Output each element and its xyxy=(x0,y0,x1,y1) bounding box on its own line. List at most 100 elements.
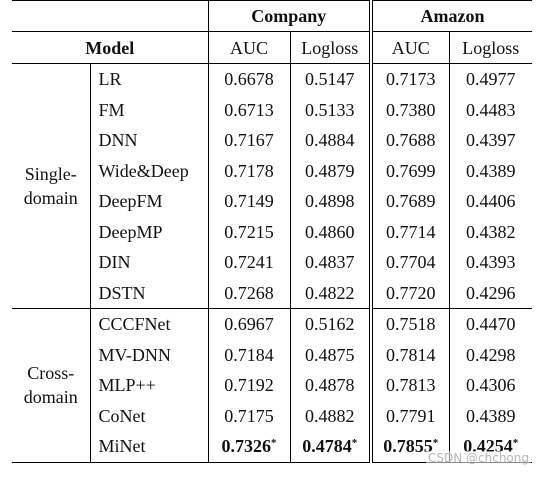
header-amazon-logloss: Logloss xyxy=(449,31,533,64)
best-value: 0.7326 xyxy=(221,436,272,457)
company-auc: 0.7192 xyxy=(208,370,291,401)
group-label-line: Cross- xyxy=(27,363,75,384)
significance-mark: * xyxy=(271,437,277,450)
amazon-auc: 0.7518 xyxy=(371,308,450,340)
group-label-cross-domain: Cross- domain xyxy=(12,308,91,463)
company-auc: 0.7184 xyxy=(208,339,291,370)
header-model: Model xyxy=(12,31,209,64)
company-auc: 0.6967 xyxy=(208,308,291,340)
amazon-logloss: 0.4483 xyxy=(466,99,516,120)
model-name: Wide&Deep xyxy=(90,155,209,186)
amazon-auc: 0.7704 xyxy=(371,247,450,278)
amazon-logloss: 0.4389 xyxy=(466,160,516,181)
amazon-auc: 0.7814 xyxy=(371,339,450,370)
group-label-line: Single- xyxy=(24,164,77,184)
company-auc-best: 0.7326* xyxy=(208,431,291,463)
significance-mark: * xyxy=(351,437,358,450)
amazon-auc: 0.7813 xyxy=(371,370,450,401)
table-row: Wide&Deep 0.7178 0.4879 0.7699 0.4389 xyxy=(12,155,532,186)
amazon-auc: 0.7791 xyxy=(371,400,450,431)
watermark: CSDN @chchong xyxy=(426,451,531,465)
model-name: LR xyxy=(90,63,209,95)
model-name: CoNet xyxy=(90,400,209,431)
amazon-logloss: 0.4397 xyxy=(466,130,516,151)
amazon-auc: 0.7689 xyxy=(371,186,450,217)
company-auc: 0.7241 xyxy=(208,247,291,278)
amazon-logloss: 0.4393 xyxy=(466,252,516,273)
company-logloss: 0.4884 xyxy=(290,125,374,156)
company-logloss: 0.4822 xyxy=(290,277,374,309)
significance-mark: * xyxy=(512,437,519,450)
company-auc: 0.7175 xyxy=(208,400,291,431)
amazon-auc: 0.7380 xyxy=(371,94,450,125)
model-name: DeepFM xyxy=(90,186,209,217)
company-auc: 0.7178 xyxy=(208,155,291,186)
group-label-line: domain xyxy=(23,387,78,408)
company-logloss: 0.4898 xyxy=(290,186,374,217)
model-name: DNN xyxy=(90,125,209,156)
company-auc: 0.7215 xyxy=(208,216,291,247)
amazon-logloss: 0.4977 xyxy=(449,63,533,95)
table-row: CoNet 0.7175 0.4882 0.7791 0.4389 xyxy=(12,400,532,431)
company-logloss: 0.5133 xyxy=(290,94,374,125)
table-row: DNN 0.7167 0.4884 0.7688 0.4397 xyxy=(12,125,532,156)
header-row-metrics: Model AUC Logloss AUC Logloss xyxy=(12,31,533,64)
model-name: DeepMP xyxy=(90,216,209,247)
company-logloss: 0.5162 xyxy=(290,308,374,340)
header-company: Company xyxy=(208,0,374,32)
amazon-auc: 0.7720 xyxy=(371,277,450,309)
amazon-logloss: 0.4306 xyxy=(466,375,516,396)
amazon-logloss: 0.4389 xyxy=(466,405,516,426)
amazon-auc: 0.7173 xyxy=(371,63,450,95)
company-logloss: 0.4878 xyxy=(290,370,374,401)
company-logloss: 0.4837 xyxy=(290,247,374,278)
amazon-auc: 0.7699 xyxy=(371,155,450,186)
amazon-logloss: 0.4298 xyxy=(466,344,516,365)
model-name: DIN xyxy=(90,247,209,278)
company-logloss: 0.4875 xyxy=(290,339,374,370)
model-name: MV-DNN xyxy=(90,339,209,370)
header-company-auc: AUC xyxy=(208,31,291,64)
model-name: CCCFNet xyxy=(90,308,209,340)
header-amazon-auc: AUC xyxy=(371,31,450,64)
company-logloss-best: 0.4784* xyxy=(290,431,374,463)
header-amazon: Amazon xyxy=(371,0,533,32)
header-blank xyxy=(12,0,209,32)
table-row: DeepFM 0.7149 0.4898 0.7689 0.4406 xyxy=(12,186,532,217)
group-label-single-domain: Single- domain xyxy=(12,63,91,309)
company-logloss: 0.4879 xyxy=(290,155,374,186)
amazon-logloss: 0.4382 xyxy=(466,221,516,242)
significance-mark: * xyxy=(432,437,439,450)
table-row: Single- domain LR 0.6678 0.5147 0.7173 0… xyxy=(12,63,533,309)
model-name: DSTN xyxy=(90,277,209,309)
table-row: MV-DNN 0.7184 0.4875 0.7814 0.4298 xyxy=(12,339,532,370)
amazon-auc: 0.7714 xyxy=(371,216,450,247)
model-name: MLP++ xyxy=(90,370,209,401)
company-auc: 0.6678 xyxy=(208,63,291,95)
best-value: 0.4784 xyxy=(302,436,352,457)
company-auc: 0.7268 xyxy=(208,277,291,309)
best-value: 0.7855 xyxy=(383,436,433,457)
table-row: FM 0.6713 0.5133 0.7380 0.4483 xyxy=(12,94,532,125)
results-table-container: Company Amazon Model AUC Logloss AUC Log… xyxy=(12,0,533,463)
amazon-logloss: 0.4470 xyxy=(449,308,533,340)
company-logloss: 0.4860 xyxy=(290,216,374,247)
header-company-logloss: Logloss xyxy=(290,31,374,64)
amazon-logloss: 0.4296 xyxy=(466,282,516,303)
model-name: MiNet xyxy=(90,431,209,463)
header-row-datasets: Company Amazon xyxy=(12,0,533,32)
company-auc: 0.6713 xyxy=(208,94,291,125)
table-row: Cross- domain CCCFNet 0.6967 0.5162 0.75… xyxy=(12,308,533,463)
group-label-line: domain xyxy=(23,188,78,208)
model-name: FM xyxy=(90,94,209,125)
table-row: MLP++ 0.7192 0.4878 0.7813 0.4306 xyxy=(12,370,532,401)
company-auc: 0.7149 xyxy=(208,186,291,217)
company-logloss: 0.5147 xyxy=(290,63,374,95)
amazon-logloss: 0.4406 xyxy=(466,191,516,212)
amazon-auc: 0.7688 xyxy=(371,125,450,156)
table-row: DIN 0.7241 0.4837 0.7704 0.4393 xyxy=(12,247,532,278)
company-logloss: 0.4882 xyxy=(290,400,374,431)
table-row: DSTN 0.7268 0.4822 0.7720 0.4296 xyxy=(12,277,532,309)
company-auc: 0.7167 xyxy=(208,125,291,156)
table-row: DeepMP 0.7215 0.4860 0.7714 0.4382 xyxy=(12,216,532,247)
